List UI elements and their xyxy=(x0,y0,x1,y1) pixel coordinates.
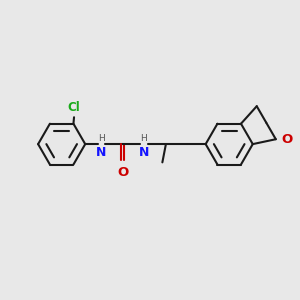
Text: Cl: Cl xyxy=(68,101,80,114)
Text: N: N xyxy=(96,146,106,159)
Text: O: O xyxy=(281,133,292,146)
Text: O: O xyxy=(117,166,128,178)
Text: H: H xyxy=(98,134,105,142)
Text: N: N xyxy=(139,146,149,159)
Text: H: H xyxy=(140,134,147,142)
